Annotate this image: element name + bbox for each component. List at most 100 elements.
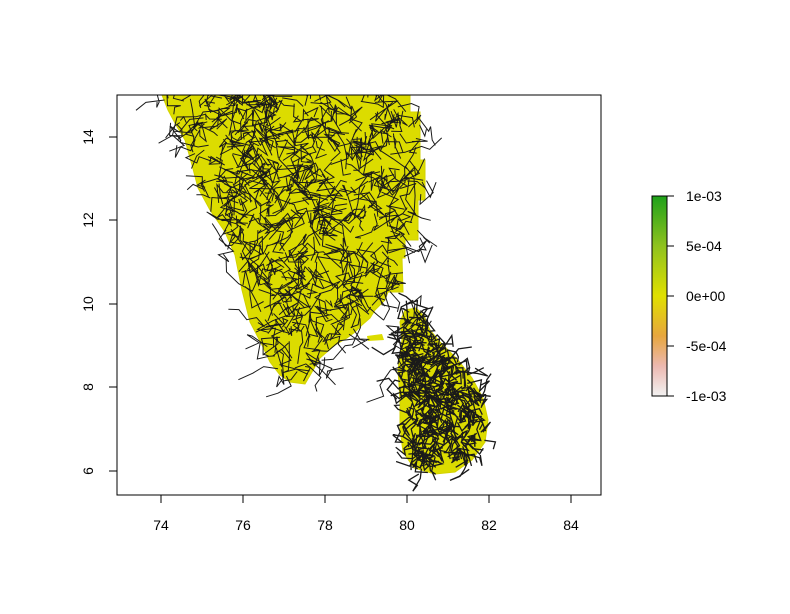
road-line bbox=[357, 140, 376, 162]
road-line bbox=[330, 140, 382, 165]
road-line bbox=[425, 327, 432, 347]
road-line bbox=[288, 196, 314, 205]
road-line bbox=[277, 129, 294, 136]
road-line bbox=[380, 237, 393, 244]
road-line bbox=[405, 352, 424, 366]
road-line bbox=[414, 323, 424, 335]
road-line bbox=[398, 408, 423, 425]
road-line bbox=[398, 292, 429, 322]
road-line bbox=[404, 323, 417, 339]
road-line bbox=[219, 136, 241, 156]
road-line bbox=[244, 95, 262, 103]
road-line bbox=[265, 97, 278, 116]
road-line bbox=[229, 95, 261, 122]
road-line bbox=[344, 273, 363, 307]
road-line bbox=[236, 95, 240, 98]
road-line bbox=[396, 444, 415, 460]
road-line bbox=[218, 183, 224, 205]
road-line bbox=[393, 331, 410, 349]
road-line bbox=[377, 271, 392, 290]
road-line bbox=[356, 136, 374, 156]
road-line bbox=[386, 379, 401, 400]
road-line bbox=[370, 170, 388, 191]
road-line bbox=[271, 95, 279, 106]
small-island bbox=[367, 334, 384, 341]
road-line bbox=[418, 430, 429, 450]
road-line bbox=[218, 103, 238, 136]
road-line bbox=[351, 129, 363, 154]
road-line bbox=[440, 397, 450, 419]
road-line bbox=[437, 356, 458, 373]
road-line bbox=[390, 137, 443, 155]
road-line bbox=[315, 176, 335, 192]
legend-label: -1e-03 bbox=[686, 388, 727, 404]
road-line bbox=[392, 422, 405, 444]
road-line bbox=[403, 337, 427, 362]
road-line bbox=[345, 180, 369, 196]
road-line bbox=[334, 285, 352, 305]
road-line bbox=[393, 366, 407, 372]
road-line bbox=[241, 241, 268, 279]
road-line bbox=[247, 100, 266, 114]
road-line bbox=[451, 385, 466, 400]
road-line bbox=[349, 286, 369, 297]
road-line bbox=[419, 463, 437, 475]
road-line bbox=[314, 276, 338, 286]
road-line bbox=[135, 99, 165, 111]
road-line bbox=[200, 156, 223, 192]
road-line bbox=[238, 366, 279, 381]
road-line bbox=[302, 120, 329, 134]
road-line bbox=[419, 124, 427, 138]
legend-label: 0e+00 bbox=[686, 288, 726, 304]
road-line bbox=[294, 118, 319, 133]
road-line bbox=[265, 318, 285, 333]
road-line bbox=[287, 286, 303, 304]
road-line bbox=[373, 213, 407, 247]
road-line bbox=[367, 127, 378, 144]
road-line bbox=[222, 219, 245, 250]
road-line bbox=[344, 241, 364, 284]
road-line bbox=[327, 196, 348, 208]
road-line bbox=[349, 287, 364, 303]
road-line bbox=[397, 102, 420, 120]
road-line bbox=[216, 182, 239, 203]
road-line bbox=[421, 432, 436, 442]
road-line bbox=[409, 316, 428, 327]
road-line bbox=[302, 226, 330, 245]
road-line bbox=[356, 295, 374, 313]
road-line bbox=[363, 255, 389, 275]
road-line bbox=[467, 379, 490, 393]
road-line bbox=[290, 281, 311, 296]
road-line bbox=[197, 107, 241, 129]
y-tick-label: 12 bbox=[80, 212, 96, 228]
road-line bbox=[191, 149, 205, 169]
road-line bbox=[416, 307, 433, 317]
road-line bbox=[411, 437, 416, 453]
road-line bbox=[292, 152, 300, 179]
road-line bbox=[324, 121, 348, 157]
road-line bbox=[253, 121, 287, 132]
road-line bbox=[256, 109, 277, 133]
road-line bbox=[415, 388, 430, 394]
road-line bbox=[313, 362, 344, 379]
road-line bbox=[243, 109, 254, 126]
legend-label: 5e-04 bbox=[686, 238, 722, 254]
road-line bbox=[245, 334, 268, 350]
road-line bbox=[295, 134, 311, 143]
road-line bbox=[380, 167, 400, 187]
x-tick-label: 78 bbox=[317, 517, 333, 533]
y-tick-label: 14 bbox=[80, 129, 96, 145]
road-line bbox=[233, 166, 261, 186]
road-line bbox=[363, 174, 386, 190]
road-line bbox=[299, 129, 320, 151]
road-line bbox=[166, 95, 181, 115]
road-line bbox=[292, 103, 303, 123]
road-line bbox=[238, 259, 266, 274]
road-line bbox=[461, 393, 477, 414]
road-line bbox=[255, 163, 273, 179]
road-line bbox=[305, 349, 322, 367]
road-line bbox=[174, 139, 196, 158]
road-line bbox=[253, 182, 284, 211]
road-line bbox=[225, 197, 243, 224]
